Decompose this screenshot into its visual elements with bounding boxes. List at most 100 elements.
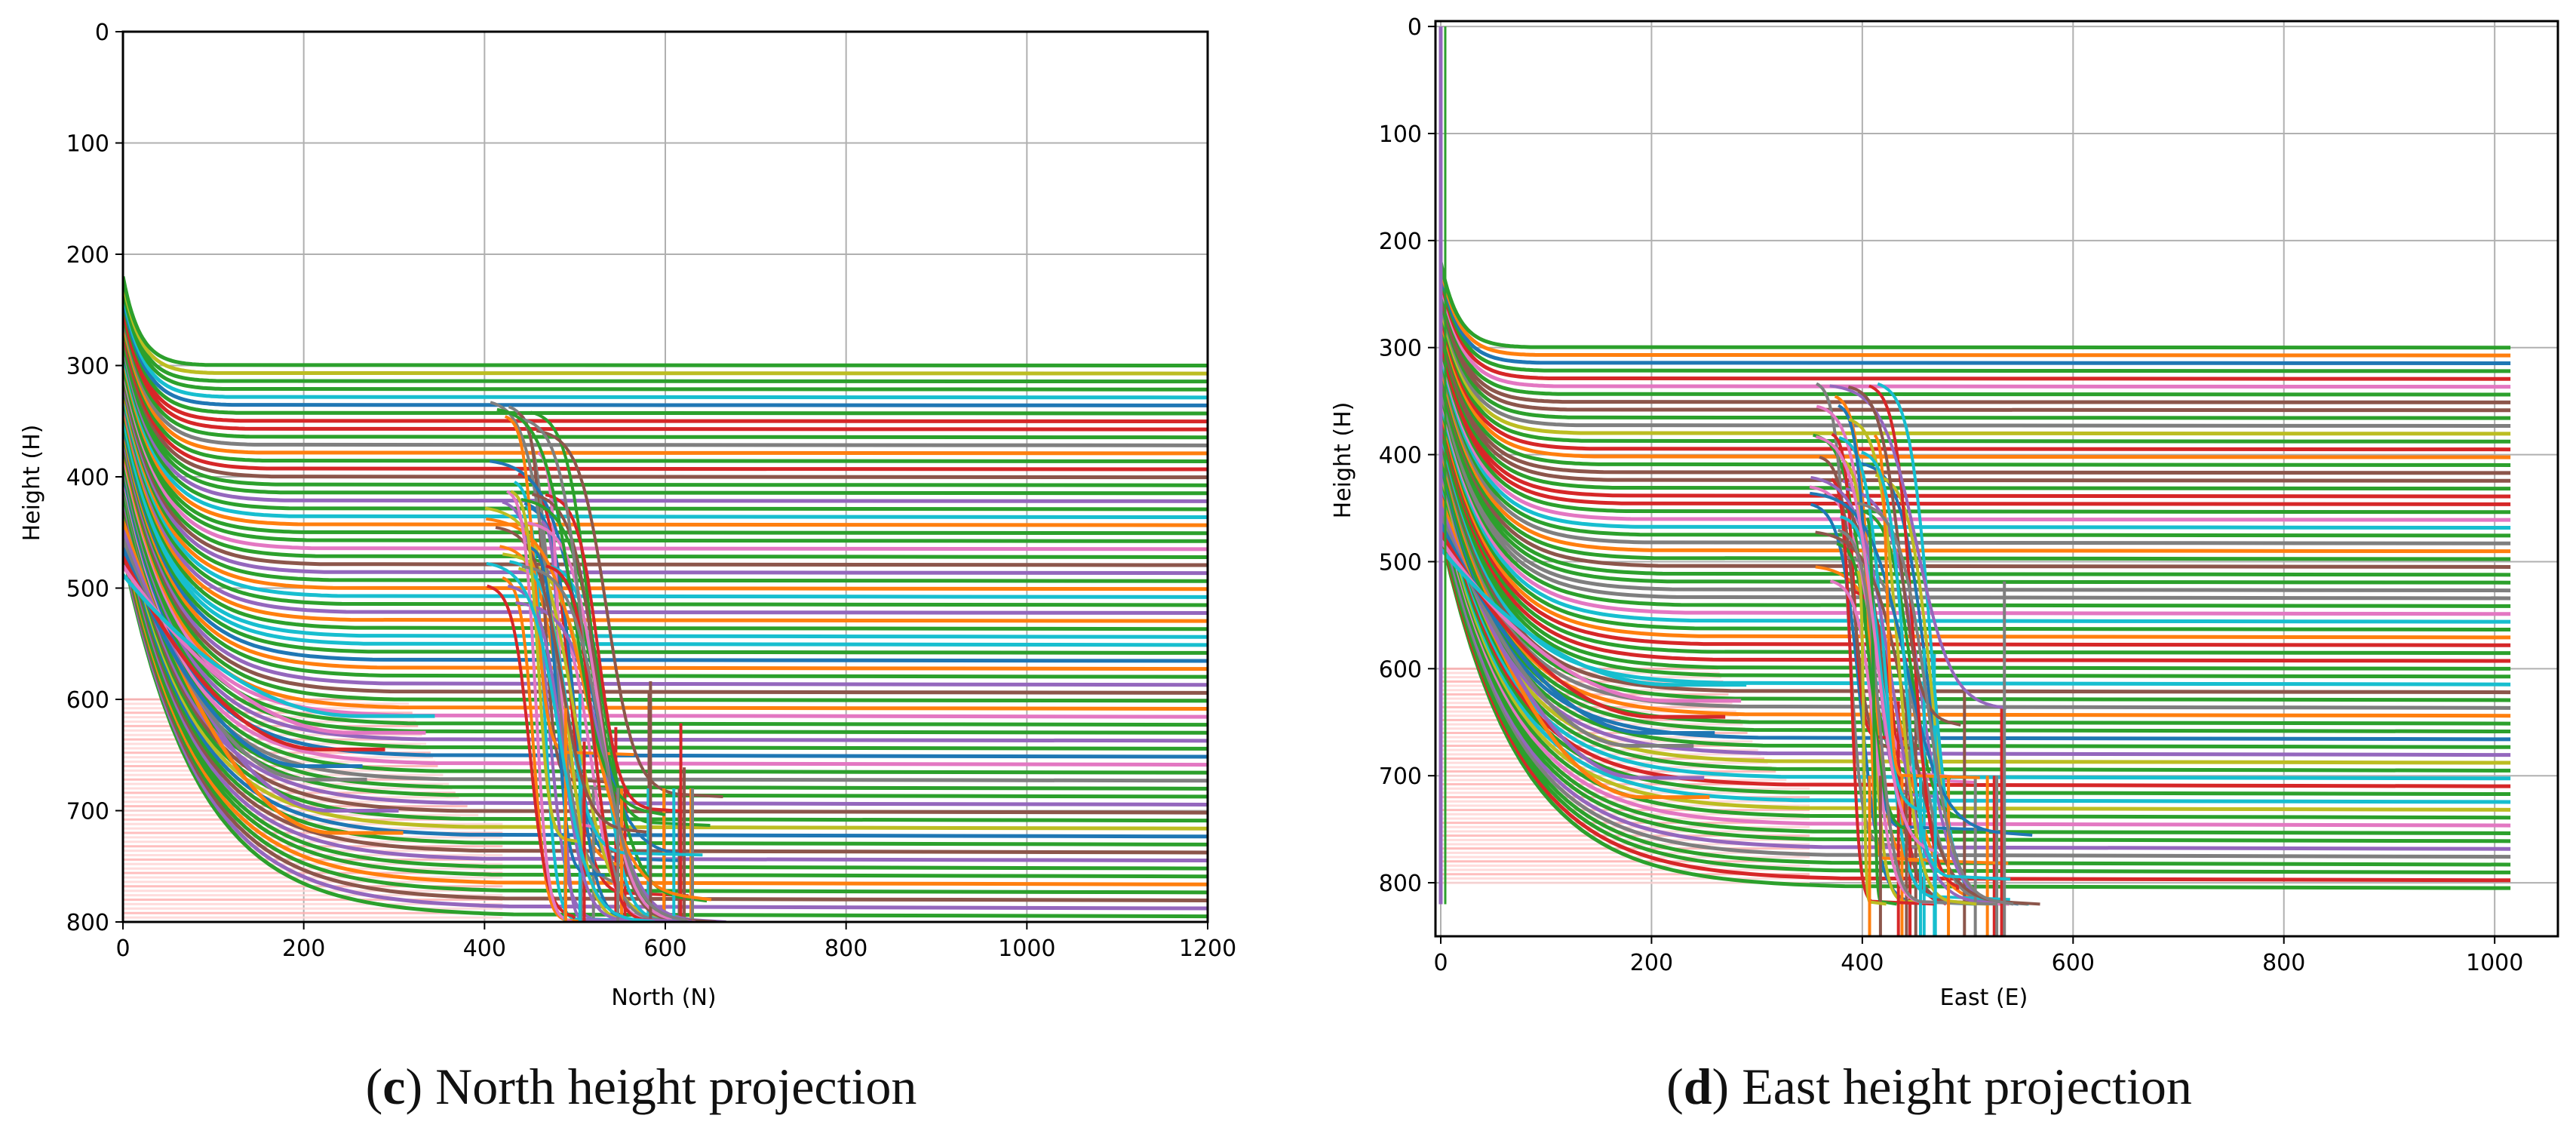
series-line (1438, 300, 2511, 429)
plot-area (1438, 26, 2511, 936)
series-line (506, 490, 573, 922)
y-tick-label: 200 (66, 242, 109, 269)
series-line (1438, 273, 2511, 373)
series-line (1873, 434, 1980, 779)
series-line (123, 527, 1208, 871)
series-line (1438, 504, 2511, 835)
series-line (1438, 352, 2511, 530)
series-line (504, 415, 634, 757)
caption-letter: d (1683, 1058, 1712, 1115)
series-line (1438, 481, 2511, 788)
y-axis-label: Height (H) (19, 425, 45, 542)
series-line (1438, 488, 2511, 804)
series-line (1438, 371, 2511, 569)
series-line (1438, 426, 2511, 679)
series-line (123, 407, 1208, 631)
series-line (123, 355, 1208, 527)
y-tick-label: 400 (1379, 443, 1422, 469)
series-line (123, 404, 1208, 623)
series-line (1815, 435, 1939, 856)
x-tick-label: 400 (463, 936, 506, 962)
series-low (123, 521, 435, 835)
series-line (123, 495, 1208, 807)
series-line (123, 499, 1208, 815)
series-line (1438, 398, 2511, 624)
series-line (1438, 410, 2511, 647)
x-axis-label: East (E) (1940, 985, 2028, 1011)
y-tick-label: 0 (1408, 14, 1422, 41)
series-line (1438, 457, 2511, 742)
series-line (1837, 528, 1998, 906)
series-line (123, 547, 1208, 911)
series-line (1438, 441, 2511, 710)
series-line (545, 493, 683, 813)
series-line (1865, 517, 1897, 906)
series-line (1438, 383, 2511, 593)
x-tick-label: 800 (2262, 950, 2305, 976)
series-line (123, 315, 1208, 447)
series-line (123, 360, 1208, 536)
y-tick-label: 800 (66, 910, 109, 936)
series-line (123, 383, 1208, 583)
series-line (123, 547, 363, 768)
series-line (1438, 316, 2511, 459)
series-line (536, 429, 723, 798)
series-line (1438, 312, 2511, 452)
series-line (123, 399, 1208, 616)
series-line (1438, 367, 2511, 561)
series-line (1438, 516, 2511, 859)
series-line (1847, 385, 1961, 727)
series-line (496, 407, 666, 816)
series-line (123, 308, 1208, 432)
series-line (123, 352, 1208, 520)
x-axis-label: North (N) (611, 985, 716, 1011)
series-line (1438, 524, 2511, 874)
series-line (123, 292, 1208, 400)
series-line (510, 490, 581, 843)
x-tick-label: 1000 (2466, 950, 2523, 976)
series-line (545, 564, 670, 922)
series-line (1438, 477, 2511, 781)
series-line (123, 416, 1208, 647)
series-line (123, 312, 1208, 440)
series-line (1438, 406, 2511, 640)
x-tick-label: 0 (115, 936, 130, 962)
series-line (1438, 261, 2511, 350)
caption-text: East height projection (1742, 1058, 2192, 1115)
x-tick-label: 400 (1841, 950, 1884, 976)
series-line (1856, 501, 2014, 906)
axis-ticks: 0 200 400 600 800 1000 0 100 200 300 400 500 600 700 8… (1379, 14, 2524, 976)
series-line (1830, 478, 1935, 906)
series-line (123, 340, 1208, 496)
series-line (123, 419, 1208, 655)
series-line (1840, 515, 1930, 813)
series-line (1810, 491, 2033, 837)
series-line (1438, 512, 2511, 851)
series-line (123, 543, 1208, 902)
series-crossing (484, 401, 726, 922)
series-line (123, 456, 1208, 727)
series-line (123, 392, 1208, 599)
series-line (123, 573, 435, 718)
series-line (1438, 386, 2511, 601)
series-line (123, 280, 1208, 376)
y-tick-label: 300 (66, 354, 109, 380)
series-line (1438, 492, 2511, 812)
series-line (123, 388, 1208, 591)
series-line (123, 435, 1208, 687)
y-tick-label: 600 (1379, 656, 1422, 683)
y-axis-label: Height (H) (1330, 402, 1356, 519)
series-line (123, 320, 1208, 456)
series-line (123, 327, 1208, 472)
y-tick-label: 800 (1379, 871, 1422, 897)
series-line (1438, 277, 2511, 381)
caption-letter: c (382, 1058, 406, 1115)
series-line (123, 364, 1208, 543)
series-line (123, 296, 1208, 407)
series-line (123, 507, 1208, 831)
series-line (123, 395, 1208, 607)
series-line (123, 512, 1208, 839)
series-line (1438, 320, 2511, 467)
series-line (123, 552, 1208, 919)
